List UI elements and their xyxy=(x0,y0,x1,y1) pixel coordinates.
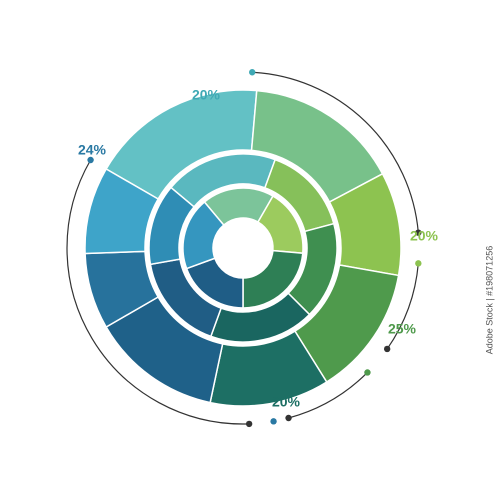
guide-arc xyxy=(66,159,250,425)
ring-divider xyxy=(145,150,341,346)
guide-arc xyxy=(288,372,368,419)
rings xyxy=(84,89,402,407)
center-hole xyxy=(215,220,271,276)
guide-dot xyxy=(87,156,94,164)
guide-arc xyxy=(386,263,419,350)
ring-segment xyxy=(182,200,225,270)
guide-dot xyxy=(415,229,422,236)
percent-label: 20% xyxy=(192,87,221,103)
guide-dot xyxy=(383,345,391,353)
guide-arc xyxy=(252,71,419,233)
ring-divider xyxy=(179,184,307,312)
percent-label: 20% xyxy=(272,394,301,410)
watermark: Adobe Stock | #198071256 xyxy=(484,246,494,354)
percent-label: 20% xyxy=(410,228,439,244)
guide-dot xyxy=(415,260,422,267)
percent-label: 25% xyxy=(388,321,417,337)
guide-dot xyxy=(245,420,253,428)
percent-label: 24% xyxy=(78,142,107,158)
guide-dot xyxy=(249,69,256,76)
guide-arcs xyxy=(66,69,422,428)
guide-dot xyxy=(270,418,277,425)
guide-dot xyxy=(364,369,371,376)
guide-dot xyxy=(285,414,292,422)
